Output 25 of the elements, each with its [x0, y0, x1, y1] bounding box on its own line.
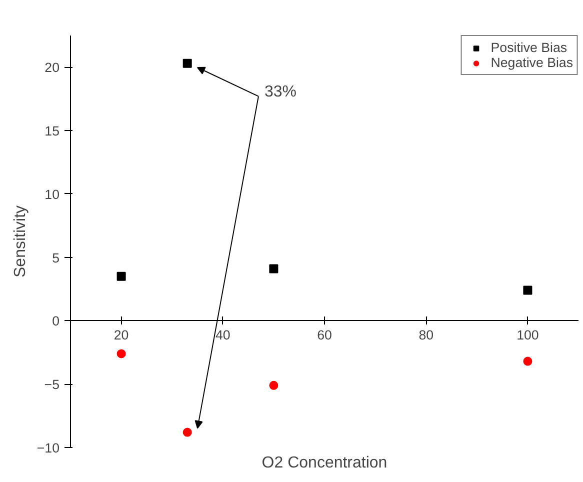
- point: [182, 428, 192, 437]
- annotation: 33%: [264, 84, 296, 101]
- point: [182, 58, 192, 68]
- x-tick-label: 100: [516, 328, 539, 343]
- y-tick-label: 20: [44, 60, 60, 76]
- y-tick-label: 10: [44, 186, 60, 202]
- point: [116, 272, 126, 281]
- x-tick-label: 20: [114, 328, 129, 343]
- point: [269, 264, 278, 274]
- x-tick-label: 80: [418, 328, 434, 343]
- point: [523, 286, 532, 295]
- y-tick-label: 15: [44, 124, 60, 139]
- x-tick-label: 40: [215, 328, 230, 343]
- legend-label: Positive Bias: [490, 40, 568, 55]
- y-tick-label: 5: [52, 250, 60, 266]
- y-tick-label: −5: [44, 377, 60, 392]
- y-axis-title: Sensitivity: [12, 205, 29, 278]
- y-tick-label: −10: [36, 440, 60, 456]
- legend-label: Negative Bias: [490, 55, 573, 70]
- point: [269, 380, 278, 390]
- point: [523, 356, 532, 366]
- x-axis-title: O2 Concentration: [262, 454, 388, 472]
- x-tick-label: 60: [317, 328, 332, 343]
- y-tick-label: 0: [52, 314, 60, 329]
- point: [116, 349, 126, 358]
